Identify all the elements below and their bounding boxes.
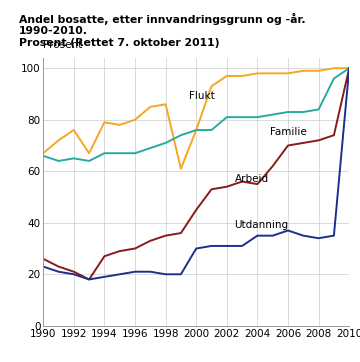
Text: Andel bosatte, etter innvandringsgrunn og -år. 1990-2010.
Prosent (Rettet 7. okt: Andel bosatte, etter innvandringsgrunn o… xyxy=(19,13,305,48)
Text: Utdanning: Utdanning xyxy=(234,220,289,230)
Text: Arbeid: Arbeid xyxy=(234,173,269,184)
Text: Familie: Familie xyxy=(270,127,306,137)
Text: Flukt: Flukt xyxy=(189,91,214,101)
Text: Prosent: Prosent xyxy=(43,40,82,50)
